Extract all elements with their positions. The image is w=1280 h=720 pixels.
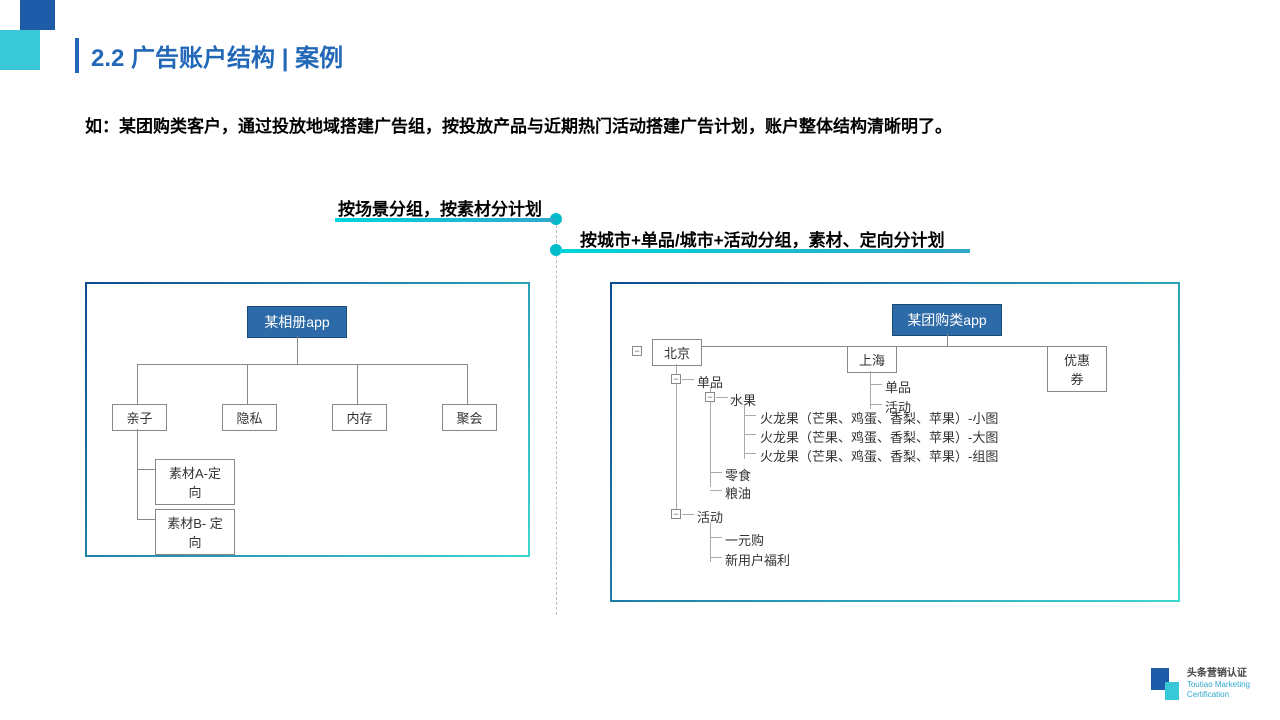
bj-snack: 零食 xyxy=(725,465,751,484)
toggle-icon: − xyxy=(671,374,681,384)
bj-act-0: 一元购 xyxy=(725,530,764,549)
right-root-node: 某团购类app xyxy=(892,304,1002,336)
heading-left: 按场景分组，按素材分计划 xyxy=(338,195,542,220)
underline-left xyxy=(335,218,555,222)
bj-act-1: 新用户福利 xyxy=(725,550,790,569)
left-child-3: 聚会 xyxy=(442,404,497,431)
sh-activity: 活动 xyxy=(885,397,911,416)
slide-title: 2.2 广告账户结构 | 案例 xyxy=(75,38,343,73)
bj-fruit-2: 火龙果（芒果、鸡蛋、香梨、苹果）-组图 xyxy=(760,446,998,465)
heading-right: 按城市+单品/城市+活动分组，素材、定向分计划 xyxy=(580,226,945,251)
left-root-node: 某相册app xyxy=(247,306,347,338)
bj-grain: 粮油 xyxy=(725,483,751,502)
underline-right xyxy=(560,249,970,253)
left-child-1: 隐私 xyxy=(222,404,277,431)
footer-logo: 头条营销认证 Toutiao Marketing Certification xyxy=(1151,668,1250,700)
left-leaf-0: 素材A-定向 xyxy=(155,459,235,505)
footer-zh: 头条营销认证 xyxy=(1187,668,1250,680)
panel-right: 某团购类app − 北京 上海 优惠券 − 单品 − 水果 火龙果（芒果、鸡蛋、… xyxy=(610,282,1180,602)
bj-fruit-0: 火龙果（芒果、鸡蛋、香梨、苹果）-小图 xyxy=(760,408,998,427)
right-city-1: 上海 xyxy=(847,346,897,373)
toggle-icon: − xyxy=(632,346,642,356)
corner-decoration xyxy=(0,0,60,80)
sh-danpin: 单品 xyxy=(885,377,911,396)
center-divider xyxy=(556,215,557,615)
footer-en2: Certification xyxy=(1187,690,1250,700)
bj-fruit-1: 火龙果（芒果、鸡蛋、香梨、苹果）-大图 xyxy=(760,427,998,446)
bj-fruit: 水果 xyxy=(730,390,756,409)
left-child-2: 内存 xyxy=(332,404,387,431)
right-city-2: 优惠券 xyxy=(1047,346,1107,392)
left-leaf-1: 素材B- 定向 xyxy=(155,509,235,555)
right-city-0: 北京 xyxy=(652,339,702,366)
footer-en1: Toutiao Marketing xyxy=(1187,680,1250,690)
toggle-icon: − xyxy=(671,509,681,519)
toggle-icon: − xyxy=(705,392,715,402)
left-child-0: 亲子 xyxy=(112,404,167,431)
slide-subtitle: 如：某团购类客户，通过投放地域搭建广告组，按投放产品与近期热门活动搭建广告计划，… xyxy=(85,112,952,137)
panel-left: 某相册app 亲子 隐私 内存 聚会 素材A-定向 素材B- 定向 xyxy=(85,282,530,557)
